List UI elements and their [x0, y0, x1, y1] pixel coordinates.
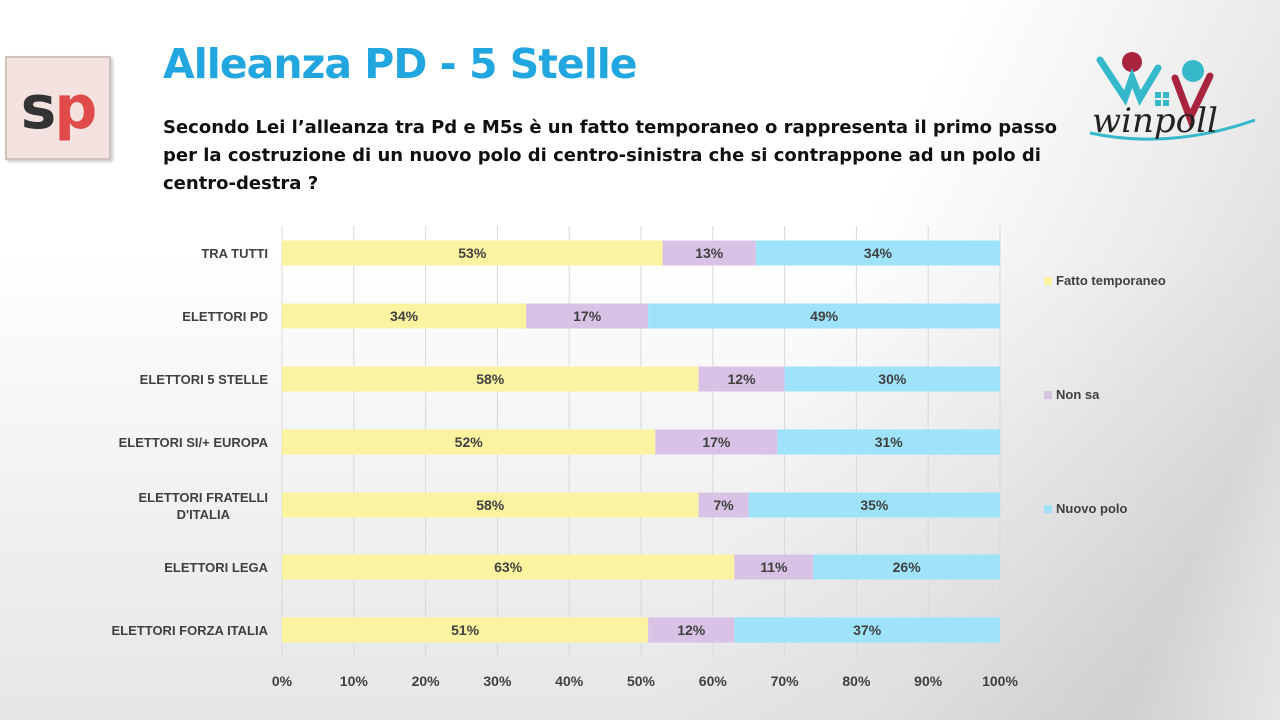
legend-label: Fatto temporaneo — [1056, 273, 1166, 288]
data-label: 26% — [893, 559, 922, 575]
category-label: ELETTORI FORZA ITALIA — [112, 623, 269, 638]
data-label: 12% — [728, 371, 757, 387]
bar-segment — [734, 554, 814, 580]
bar-segment — [282, 617, 649, 643]
data-label: 34% — [864, 245, 893, 261]
legend-label: Nuovo polo — [1056, 501, 1128, 516]
x-tick-label: 10% — [340, 673, 369, 689]
category-label: ELETTORI LEGA — [164, 560, 268, 575]
data-label: 49% — [810, 308, 839, 324]
bar-segment — [648, 617, 735, 643]
bar-segment — [662, 240, 756, 266]
slide-title: Alleanza PD - 5 Stelle — [163, 40, 638, 88]
x-tick-label: 80% — [842, 673, 871, 689]
data-label: 37% — [853, 622, 882, 638]
chart-legend: Fatto temporaneo Non sa Nuovo polo — [1044, 273, 1166, 516]
bar-segment — [698, 492, 749, 518]
data-label: 13% — [695, 245, 724, 261]
category-label-line: D'ITALIA — [177, 507, 231, 522]
bar-segment — [748, 492, 1000, 518]
data-label: 51% — [451, 622, 480, 638]
data-label: 17% — [702, 434, 731, 450]
x-axis-ticks: 0% 10% 20% 30% 40% 50% 60% 70% 80% 90% 100% — [272, 673, 1019, 689]
winpoll-logo: winpoll — [1089, 52, 1256, 141]
legend-swatch — [1044, 277, 1052, 285]
bar-segment — [648, 303, 1000, 329]
x-tick-label: 100% — [982, 673, 1018, 689]
x-tick-label: 50% — [627, 673, 656, 689]
legend-swatch — [1044, 391, 1052, 399]
data-label: 11% — [760, 559, 788, 575]
category-label: TRA TUTTI — [201, 246, 268, 261]
x-tick-label: 90% — [914, 673, 943, 689]
bar-segment — [282, 554, 735, 580]
bar-segment — [734, 617, 1000, 643]
bar-segment — [698, 366, 785, 392]
category-label-line: ELETTORI FRATELLI — [138, 490, 268, 505]
data-label: 34% — [390, 308, 419, 324]
data-label: 12% — [677, 622, 706, 638]
x-tick-label: 20% — [412, 673, 441, 689]
category-label: ELETTORI PD — [182, 309, 268, 324]
chart-bars: 53% 13% 34% 34% 17% 49% 58% 12% 30% 52% 17% 31% 58% 7… — [282, 240, 1000, 643]
x-tick-label: 0% — [272, 673, 293, 689]
winpoll-logo-text: winpoll — [1092, 101, 1218, 141]
bar-segment — [282, 492, 699, 518]
survey-question: Secondo Lei l’alleanza tra Pd e M5s è un… — [163, 117, 1058, 194]
data-label: 52% — [455, 434, 484, 450]
bar-segment — [755, 240, 1000, 266]
bar-segment — [655, 429, 778, 455]
data-label: 58% — [476, 371, 505, 387]
x-tick-label: 40% — [555, 673, 584, 689]
data-label: 35% — [860, 497, 889, 513]
data-label: 58% — [476, 497, 505, 513]
x-tick-label: 60% — [699, 673, 728, 689]
legend-swatch — [1044, 505, 1052, 513]
bar-segment — [526, 303, 649, 329]
logo-letter-p: p — [54, 73, 97, 143]
category-label: ELETTORI 5 STELLE — [140, 372, 269, 387]
category-label: ELETTORI SI/+ EUROPA — [119, 435, 269, 450]
x-tick-label: 70% — [771, 673, 800, 689]
bar-segment — [282, 240, 663, 266]
bar-segment — [282, 429, 656, 455]
bar-segment — [813, 554, 1000, 580]
category-label: ELETTORI FRATELLI D'ITALIA — [138, 490, 268, 522]
data-label: 7% — [713, 497, 734, 513]
data-label: 31% — [875, 434, 904, 450]
bar-segment — [282, 366, 699, 392]
data-label: 30% — [878, 371, 907, 387]
category-labels: TRA TUTTI ELETTORI PD ELETTORI 5 STELLE ELE… — [112, 246, 269, 638]
data-label: 63% — [494, 559, 523, 575]
data-label: 17% — [573, 308, 602, 324]
bar-segment — [777, 429, 1000, 455]
logo-letter-s: s — [20, 73, 57, 143]
data-label: 53% — [458, 245, 487, 261]
x-tick-label: 30% — [483, 673, 512, 689]
bar-segment — [784, 366, 1000, 392]
bar-segment — [282, 303, 527, 329]
legend-label: Non sa — [1056, 387, 1100, 402]
